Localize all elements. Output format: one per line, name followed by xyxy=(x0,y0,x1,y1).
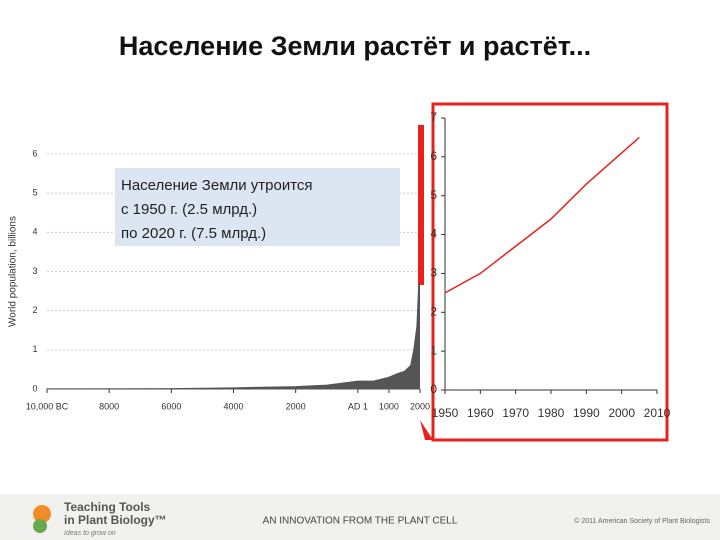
x-tick-label: 10,000 BC xyxy=(26,401,69,411)
y-tick-label: 2 xyxy=(32,305,37,315)
footer-center: AN INNOVATION FROM THE PLANT CELL xyxy=(263,516,458,527)
recent-population-chart: 0 1 2 3 4 5 6 7 1950 1960 1970 1980 1990 2000 2010 xyxy=(430,110,670,420)
slide-title: Население Земли растёт и растёт... xyxy=(119,31,591,61)
y-axis-label: World population, billions xyxy=(8,216,19,327)
x-tick-label: 2010 xyxy=(644,406,671,420)
y-tick-label: 5 xyxy=(32,188,37,198)
y-tick-label: 3 xyxy=(32,266,37,276)
footer-band xyxy=(0,494,720,540)
x-tick-label: 8000 xyxy=(99,401,119,411)
y-tick-label: 1 xyxy=(430,343,437,357)
x-tick-label: 6000 xyxy=(161,401,181,411)
y-tick-label: 5 xyxy=(430,188,437,202)
logo-leaf xyxy=(33,505,51,523)
callout-line: Население Земли утроится xyxy=(121,177,313,194)
x-tick-label: 2000 xyxy=(608,406,635,420)
x-tick-label: 4000 xyxy=(223,401,243,411)
y-tick-label: 0 xyxy=(430,382,437,396)
x-tick-label: 1000 xyxy=(379,401,399,411)
callout-line: с 1950 г. (2.5 млрд.) xyxy=(121,201,257,218)
logo-leaf xyxy=(33,519,47,533)
y-tick-label: 7 xyxy=(430,110,437,124)
y-tick-label: 6 xyxy=(430,149,437,163)
logo-tagline: Ideas to grow on xyxy=(64,530,116,537)
footer-right: © 2011 American Society of Plant Biologi… xyxy=(574,517,710,525)
population-line xyxy=(444,136,640,294)
world-population-chart: 0 1 2 3 4 5 6 10,000 BC 8000 6000 4000 2000 AD 1 1000… xyxy=(8,148,430,411)
x-tick-label: 2000 xyxy=(410,401,430,411)
y-tick-label: 4 xyxy=(32,227,37,237)
x-tick-label: 1990 xyxy=(573,406,600,420)
highlight-bar xyxy=(418,125,424,285)
logo-text: in Plant Biology™ xyxy=(64,513,167,527)
x-tick-label: 1950 xyxy=(432,406,459,420)
y-tick-label: 2 xyxy=(430,304,437,318)
zoom-frame xyxy=(431,102,669,442)
x-tick-label: 1970 xyxy=(502,406,529,420)
y-tick-label: 6 xyxy=(32,148,37,158)
x-tick-label: 1960 xyxy=(467,406,494,420)
x-tick-label: 2000 xyxy=(286,401,306,411)
x-tick-label: AD 1 xyxy=(348,401,368,411)
y-tick-label: 3 xyxy=(430,266,437,280)
y-tick-label: 0 xyxy=(32,383,37,393)
y-tick-label: 1 xyxy=(32,344,37,354)
y-tick-label: 4 xyxy=(430,227,437,241)
x-tick-label: 1980 xyxy=(538,406,565,420)
zoom-arrow xyxy=(420,420,433,440)
callout-box xyxy=(115,168,400,246)
logo-text: Teaching Tools xyxy=(64,500,151,514)
callout-line: по 2020 г. (7.5 млрд.) xyxy=(121,225,266,242)
